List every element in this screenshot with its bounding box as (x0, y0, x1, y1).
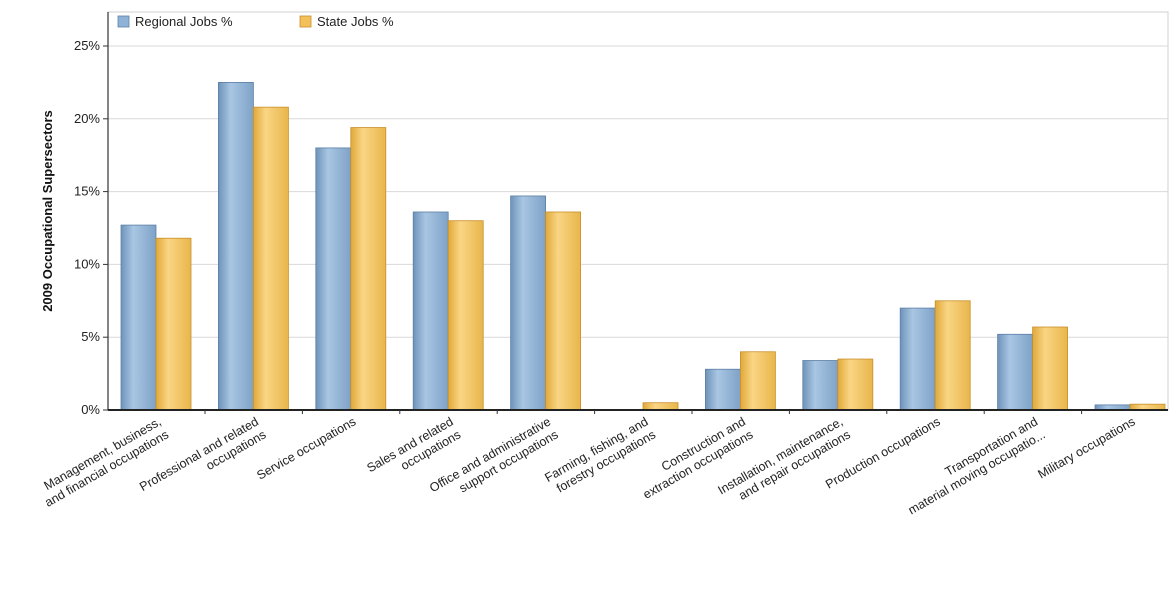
bar-regional (802, 360, 839, 411)
bar-state (545, 211, 581, 411)
bar-state (1032, 326, 1068, 411)
bar-regional (315, 147, 352, 411)
y-tick-label: 0% (81, 402, 100, 417)
bar-state (642, 402, 679, 411)
bar-regional (899, 307, 936, 411)
bar-state (934, 300, 971, 411)
y-tick-labels: 0% 5% 10% 15% 20% 25% (74, 38, 100, 417)
bar-regional (705, 368, 741, 411)
bar-state (447, 220, 484, 411)
legend-swatch (117, 15, 130, 28)
x-category-label: Military occupations (1035, 414, 1137, 481)
x-category-label: Farming, fishing, andforestry occupation… (542, 414, 658, 498)
legend: Regional Jobs % State Jobs % (117, 14, 394, 29)
y-axis-title: 2009 Occupational Supersectors (40, 110, 55, 312)
bar-state (252, 106, 289, 411)
x-category-label: Management, business,and financial occup… (35, 414, 171, 509)
bar-regional (510, 195, 547, 411)
bar-state (837, 358, 874, 411)
legend-swatch (299, 15, 312, 28)
y-tick-label: 20% (74, 111, 100, 126)
y-tick-label: 15% (74, 184, 100, 199)
bar-regional (217, 82, 254, 411)
x-category-labels: Management, business,and financial occup… (35, 414, 1138, 517)
legend-label: State Jobs % (317, 14, 394, 29)
bar-state (155, 237, 192, 411)
y-tick-label: 10% (74, 256, 100, 271)
legend-label: Regional Jobs % (135, 14, 233, 29)
bar-regional (120, 224, 157, 411)
y-tick-label: 25% (74, 38, 100, 53)
axes (107, 12, 1168, 414)
bars (120, 82, 1166, 411)
bar-state (740, 351, 776, 411)
x-category-label: Service occupations (254, 414, 358, 482)
y-tick-label: 5% (81, 329, 100, 344)
bar-regional (997, 333, 1033, 411)
bar-regional (412, 211, 449, 411)
bar-state (350, 127, 387, 411)
